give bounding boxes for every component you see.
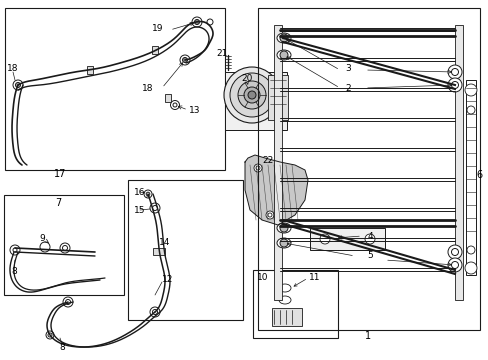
Text: 8: 8 bbox=[11, 267, 17, 276]
Text: 15: 15 bbox=[134, 206, 145, 215]
Circle shape bbox=[280, 224, 287, 232]
Ellipse shape bbox=[276, 238, 290, 248]
Circle shape bbox=[63, 297, 73, 307]
Text: 21: 21 bbox=[216, 49, 227, 58]
Circle shape bbox=[229, 73, 273, 117]
Ellipse shape bbox=[279, 296, 290, 304]
Bar bbox=[309, 228, 384, 250]
Circle shape bbox=[143, 190, 152, 198]
Circle shape bbox=[247, 91, 256, 99]
Text: 17: 17 bbox=[54, 169, 66, 179]
Circle shape bbox=[150, 307, 160, 317]
Circle shape bbox=[253, 164, 262, 172]
Text: 6: 6 bbox=[475, 170, 481, 180]
Text: 1: 1 bbox=[364, 331, 370, 341]
Circle shape bbox=[238, 81, 265, 109]
Bar bbox=[153, 248, 164, 255]
Text: 12: 12 bbox=[162, 275, 173, 284]
Polygon shape bbox=[244, 155, 307, 225]
Circle shape bbox=[364, 234, 374, 244]
Bar bbox=[465, 80, 475, 275]
Text: 5: 5 bbox=[366, 252, 372, 261]
Bar bbox=[224, 72, 286, 130]
Text: 3: 3 bbox=[345, 63, 350, 72]
Circle shape bbox=[464, 262, 476, 274]
Bar bbox=[128, 180, 243, 320]
Ellipse shape bbox=[276, 33, 290, 43]
Bar bbox=[4, 195, 124, 295]
Text: 18: 18 bbox=[7, 63, 19, 72]
Circle shape bbox=[46, 331, 54, 339]
Circle shape bbox=[464, 84, 476, 96]
Bar bbox=[271, 308, 302, 326]
Circle shape bbox=[16, 82, 20, 87]
Text: 7: 7 bbox=[55, 198, 61, 208]
Circle shape bbox=[280, 51, 287, 59]
Text: 13: 13 bbox=[189, 105, 201, 114]
Circle shape bbox=[150, 203, 160, 213]
Circle shape bbox=[40, 242, 50, 252]
Bar bbox=[454, 25, 462, 300]
Text: 9: 9 bbox=[39, 234, 48, 243]
Bar bbox=[267, 75, 287, 120]
Circle shape bbox=[224, 67, 280, 123]
Bar bbox=[5, 8, 224, 170]
Circle shape bbox=[280, 34, 287, 42]
Circle shape bbox=[466, 106, 474, 114]
Circle shape bbox=[10, 245, 20, 255]
Text: 8: 8 bbox=[59, 343, 65, 352]
Text: 16: 16 bbox=[134, 188, 145, 197]
Text: 14: 14 bbox=[159, 238, 170, 247]
Circle shape bbox=[447, 245, 461, 259]
Bar bbox=[164, 94, 171, 102]
Text: 2: 2 bbox=[345, 84, 350, 93]
Text: 4: 4 bbox=[366, 231, 372, 240]
Circle shape bbox=[447, 78, 461, 92]
Circle shape bbox=[466, 246, 474, 254]
Bar bbox=[258, 8, 479, 330]
Text: 20: 20 bbox=[241, 73, 252, 82]
Text: 10: 10 bbox=[257, 274, 268, 283]
Circle shape bbox=[447, 258, 461, 272]
Text: 18: 18 bbox=[142, 84, 153, 93]
Bar bbox=[252, 270, 337, 338]
Text: 11: 11 bbox=[308, 274, 320, 283]
Ellipse shape bbox=[279, 284, 290, 292]
Circle shape bbox=[182, 58, 187, 63]
Circle shape bbox=[319, 234, 329, 244]
Text: 19: 19 bbox=[152, 23, 163, 32]
Bar bbox=[273, 25, 282, 300]
Circle shape bbox=[280, 239, 287, 247]
Circle shape bbox=[194, 19, 199, 24]
Text: 22: 22 bbox=[262, 156, 273, 165]
Circle shape bbox=[447, 65, 461, 79]
Bar bbox=[152, 46, 158, 54]
Circle shape bbox=[60, 243, 70, 253]
Ellipse shape bbox=[276, 50, 290, 60]
Ellipse shape bbox=[276, 223, 290, 233]
Circle shape bbox=[244, 87, 260, 103]
Bar bbox=[87, 66, 93, 74]
Circle shape bbox=[265, 211, 273, 219]
